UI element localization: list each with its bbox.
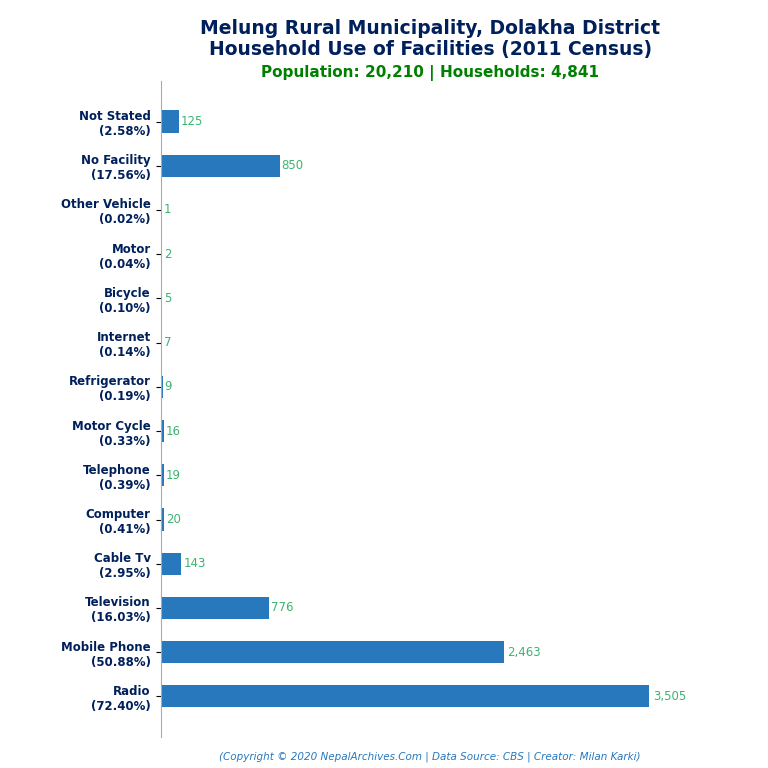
Bar bbox=[161, 376, 163, 398]
Bar bbox=[161, 420, 164, 442]
Text: Household Use of Facilities (2011 Census): Household Use of Facilities (2011 Census… bbox=[209, 40, 651, 59]
Bar bbox=[161, 464, 164, 486]
Text: 125: 125 bbox=[180, 115, 203, 128]
Text: Population: 20,210 | Households: 4,841: Population: 20,210 | Households: 4,841 bbox=[261, 65, 599, 81]
Bar bbox=[161, 553, 181, 574]
Text: 776: 776 bbox=[271, 601, 294, 614]
Bar bbox=[161, 332, 162, 354]
Text: 7: 7 bbox=[164, 336, 172, 349]
Text: Melung Rural Municipality, Dolakha District: Melung Rural Municipality, Dolakha Distr… bbox=[200, 19, 660, 38]
Text: 20: 20 bbox=[166, 513, 181, 526]
Text: (Copyright © 2020 NepalArchives.Com | Data Source: CBS | Creator: Milan Karki): (Copyright © 2020 NepalArchives.Com | Da… bbox=[220, 751, 641, 762]
Text: 19: 19 bbox=[166, 468, 181, 482]
Bar bbox=[161, 641, 504, 664]
Text: 3,505: 3,505 bbox=[654, 690, 687, 703]
Text: 1: 1 bbox=[164, 204, 171, 217]
Bar bbox=[161, 154, 280, 177]
Text: 2,463: 2,463 bbox=[508, 646, 541, 659]
Bar bbox=[161, 508, 164, 531]
Text: 2: 2 bbox=[164, 248, 171, 260]
Text: 143: 143 bbox=[184, 558, 206, 570]
Text: 16: 16 bbox=[166, 425, 180, 438]
Text: 9: 9 bbox=[164, 380, 172, 393]
Text: 850: 850 bbox=[282, 159, 303, 172]
Bar bbox=[161, 597, 270, 619]
Bar bbox=[161, 685, 649, 707]
Bar bbox=[161, 111, 179, 133]
Text: 5: 5 bbox=[164, 292, 171, 305]
